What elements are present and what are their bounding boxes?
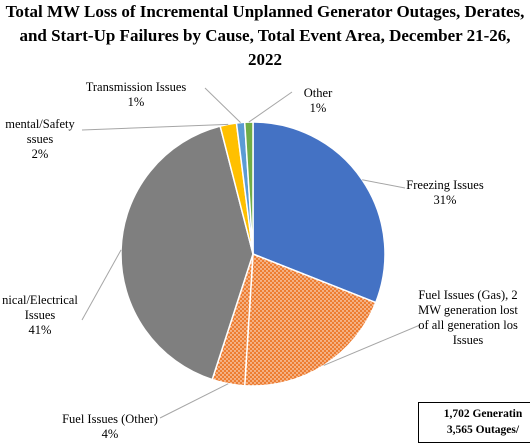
- info-box: 1,702 Generatin 3,565 Outages/: [418, 402, 530, 443]
- slice-label-3: nical/Electrical Issues 41%: [2, 293, 78, 338]
- slice-label-5: Transmission Issues 1%: [86, 80, 187, 110]
- slice-label-0: Freezing Issues 31%: [406, 178, 483, 208]
- slice-pct-3: 41%: [28, 323, 52, 337]
- slice-pct-6: 1%: [309, 101, 327, 115]
- slice-label-4-line-0: mental/Safety: [5, 117, 75, 131]
- slice-label-3-line-0: nical/Electrical: [2, 293, 78, 307]
- slice-label-6-line-0: Other: [303, 86, 333, 100]
- slice-label-1-line-0: Fuel Issues (Gas), 2: [418, 288, 518, 302]
- leader-line-6: [248, 91, 293, 123]
- slice-pct-5: 1%: [127, 95, 145, 109]
- chart-title: Total MW Loss of Incremental Unplanned G…: [0, 0, 530, 72]
- slice-label-2: Fuel Issues (Other) 4%: [62, 412, 158, 442]
- pie-slice-1: [243, 252, 377, 387]
- slice-pct-4: 2%: [31, 147, 49, 161]
- title-line-2: and Start-Up Failures by Cause, Total Ev…: [19, 26, 511, 45]
- slice-label-5-line-0: Transmission Issues: [85, 80, 187, 94]
- info-line-2: 3,565 Outages/: [446, 424, 520, 436]
- title-line-1: Total MW Loss of Incremental Unplanned G…: [5, 2, 525, 21]
- slice-label-1-line-2: of all generation los: [418, 318, 518, 332]
- slice-label-4: mental/Safety ssues 2%: [5, 117, 74, 162]
- slice-pct-0: 31%: [433, 193, 457, 207]
- slice-pct-2: 4%: [101, 427, 119, 441]
- slice-label-1-line-1: MW generation lost: [418, 303, 518, 317]
- leader-line-0: [362, 179, 406, 189]
- leader-line-3: [81, 249, 122, 321]
- leader-line-2: [159, 383, 229, 419]
- slice-label-4-line-1: ssues: [26, 132, 54, 146]
- slice-label-2-line-0: Fuel Issues (Other): [62, 412, 158, 426]
- leader-line-5: [204, 87, 241, 123]
- slice-label-1-line-3: Issues: [452, 333, 484, 347]
- slice-label-3-line-1: Issues: [24, 308, 56, 322]
- leader-line-1: [323, 324, 421, 366]
- info-line-1: 1,702 Generatin: [443, 408, 523, 420]
- title-line-3: 2022: [248, 50, 282, 69]
- slice-label-0-line-0: Freezing Issues: [406, 178, 484, 192]
- slice-label-1: Fuel Issues (Gas), 2 MW generation lost of…: [418, 288, 518, 348]
- leader-line-4: [81, 123, 229, 131]
- pie-slice-0: [252, 121, 386, 304]
- slice-label-6: Other 1%: [304, 86, 332, 116]
